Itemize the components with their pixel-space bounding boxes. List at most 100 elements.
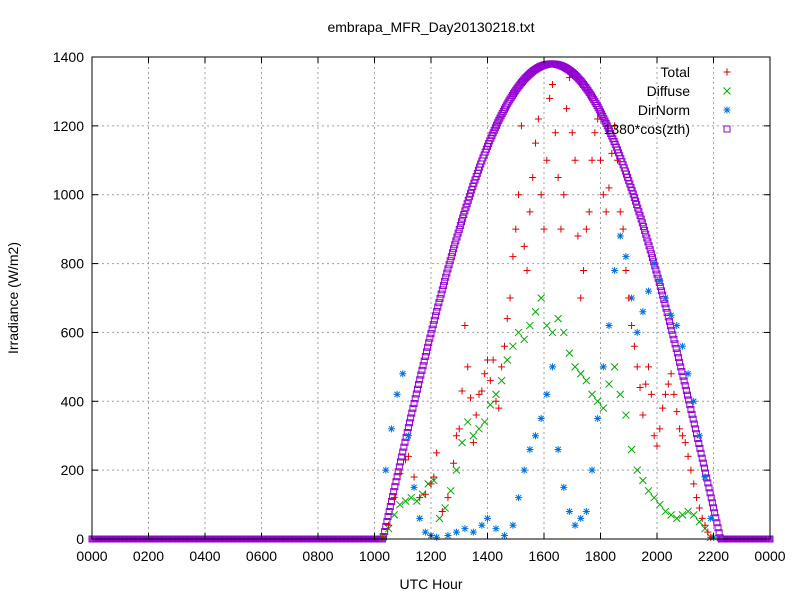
x-tick-label: 0000 xyxy=(76,548,107,564)
cosine-point xyxy=(408,409,416,417)
cosine-point xyxy=(601,117,609,125)
cosine-point xyxy=(402,433,410,441)
data-point xyxy=(484,514,491,522)
data-point xyxy=(542,321,551,330)
data-point xyxy=(588,466,596,474)
data-point xyxy=(622,266,630,274)
series-1 xyxy=(379,294,715,542)
cosine-point xyxy=(690,420,698,428)
data-point xyxy=(576,369,585,378)
chart-title: embrapa_MFR_Day20130218.txt xyxy=(327,19,534,35)
cosine-point xyxy=(595,106,603,114)
data-point xyxy=(644,486,653,495)
legend-label: Diffuse xyxy=(647,83,691,99)
cosine-point xyxy=(456,222,464,230)
data-point xyxy=(472,411,480,419)
data-point xyxy=(580,266,588,274)
data-point xyxy=(531,307,540,316)
y-tick-label: 200 xyxy=(61,462,85,478)
cosine-point xyxy=(436,294,444,302)
data-point xyxy=(500,342,508,350)
cosine-point xyxy=(463,200,471,208)
data-point xyxy=(676,425,684,433)
cosine-point xyxy=(451,241,459,249)
legend-label: DirNorm xyxy=(638,102,690,118)
cosine-point xyxy=(697,449,705,457)
data-point xyxy=(656,425,664,433)
cosine-point xyxy=(638,219,646,227)
data-point xyxy=(551,129,559,137)
data-point xyxy=(461,525,469,533)
cosine-point xyxy=(713,519,721,527)
cosine-point xyxy=(632,197,640,205)
data-point xyxy=(515,494,523,502)
data-point xyxy=(588,390,596,399)
cosine-point xyxy=(668,326,676,334)
data-point xyxy=(427,480,435,488)
data-point xyxy=(593,397,602,406)
data-point xyxy=(599,404,608,413)
data-point xyxy=(396,470,404,478)
legend-marker xyxy=(723,125,731,133)
data-point xyxy=(661,390,669,398)
data-point xyxy=(568,129,576,137)
data-point xyxy=(532,139,540,147)
cosine-point xyxy=(497,112,505,120)
cosine-point xyxy=(386,503,394,511)
data-point xyxy=(630,342,638,350)
cosine-point xyxy=(430,316,438,324)
data-point xyxy=(633,363,641,371)
cosine-point xyxy=(677,363,685,371)
data-point xyxy=(390,494,398,502)
data-point xyxy=(627,445,636,454)
data-point xyxy=(526,445,534,453)
cosine-point xyxy=(710,504,717,512)
data-point xyxy=(639,308,647,316)
cosine-point xyxy=(663,309,671,317)
cosine-point xyxy=(633,201,641,209)
data-point xyxy=(540,225,548,233)
data-point xyxy=(670,390,678,398)
data-point xyxy=(404,432,412,440)
data-point xyxy=(636,384,644,392)
data-point xyxy=(548,328,557,337)
cosine-point xyxy=(455,225,463,233)
data-point xyxy=(678,511,687,519)
cosine-point xyxy=(676,358,684,366)
cosine-point xyxy=(603,122,611,130)
data-point xyxy=(664,380,672,388)
data-point xyxy=(633,328,641,336)
cosine-point xyxy=(453,233,461,241)
data-point xyxy=(689,511,698,519)
data-point xyxy=(560,483,568,491)
data-point xyxy=(673,408,681,416)
cosine-point xyxy=(390,488,398,496)
y-tick-label: 800 xyxy=(61,256,85,272)
data-point xyxy=(661,507,670,516)
cosine-point xyxy=(432,312,440,320)
data-point xyxy=(588,156,596,164)
data-point xyxy=(563,105,571,113)
data-point xyxy=(608,149,616,157)
series-0 xyxy=(379,74,715,541)
data-point xyxy=(515,191,523,199)
data-point xyxy=(458,387,466,395)
cosine-point xyxy=(678,368,686,376)
cosine-point xyxy=(599,112,607,120)
cosine-point xyxy=(669,331,677,339)
data-point xyxy=(548,81,556,89)
data-point xyxy=(625,294,633,302)
x-tick-label: 0600 xyxy=(246,548,277,564)
data-point xyxy=(667,511,675,519)
cosine-point xyxy=(426,334,434,342)
y-tick-label: 0 xyxy=(76,531,84,547)
cosine-point xyxy=(493,121,501,129)
data-point xyxy=(613,156,621,164)
cosine-point xyxy=(421,352,429,360)
data-point xyxy=(684,507,692,516)
cosine-point xyxy=(419,362,427,370)
cosine-point xyxy=(383,518,391,526)
cosine-point xyxy=(443,269,451,277)
data-point xyxy=(557,225,565,233)
x-tick-label: 1800 xyxy=(585,548,616,564)
